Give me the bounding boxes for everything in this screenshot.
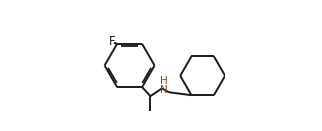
Text: H
N: H N bbox=[160, 76, 168, 95]
Text: F: F bbox=[109, 35, 115, 48]
